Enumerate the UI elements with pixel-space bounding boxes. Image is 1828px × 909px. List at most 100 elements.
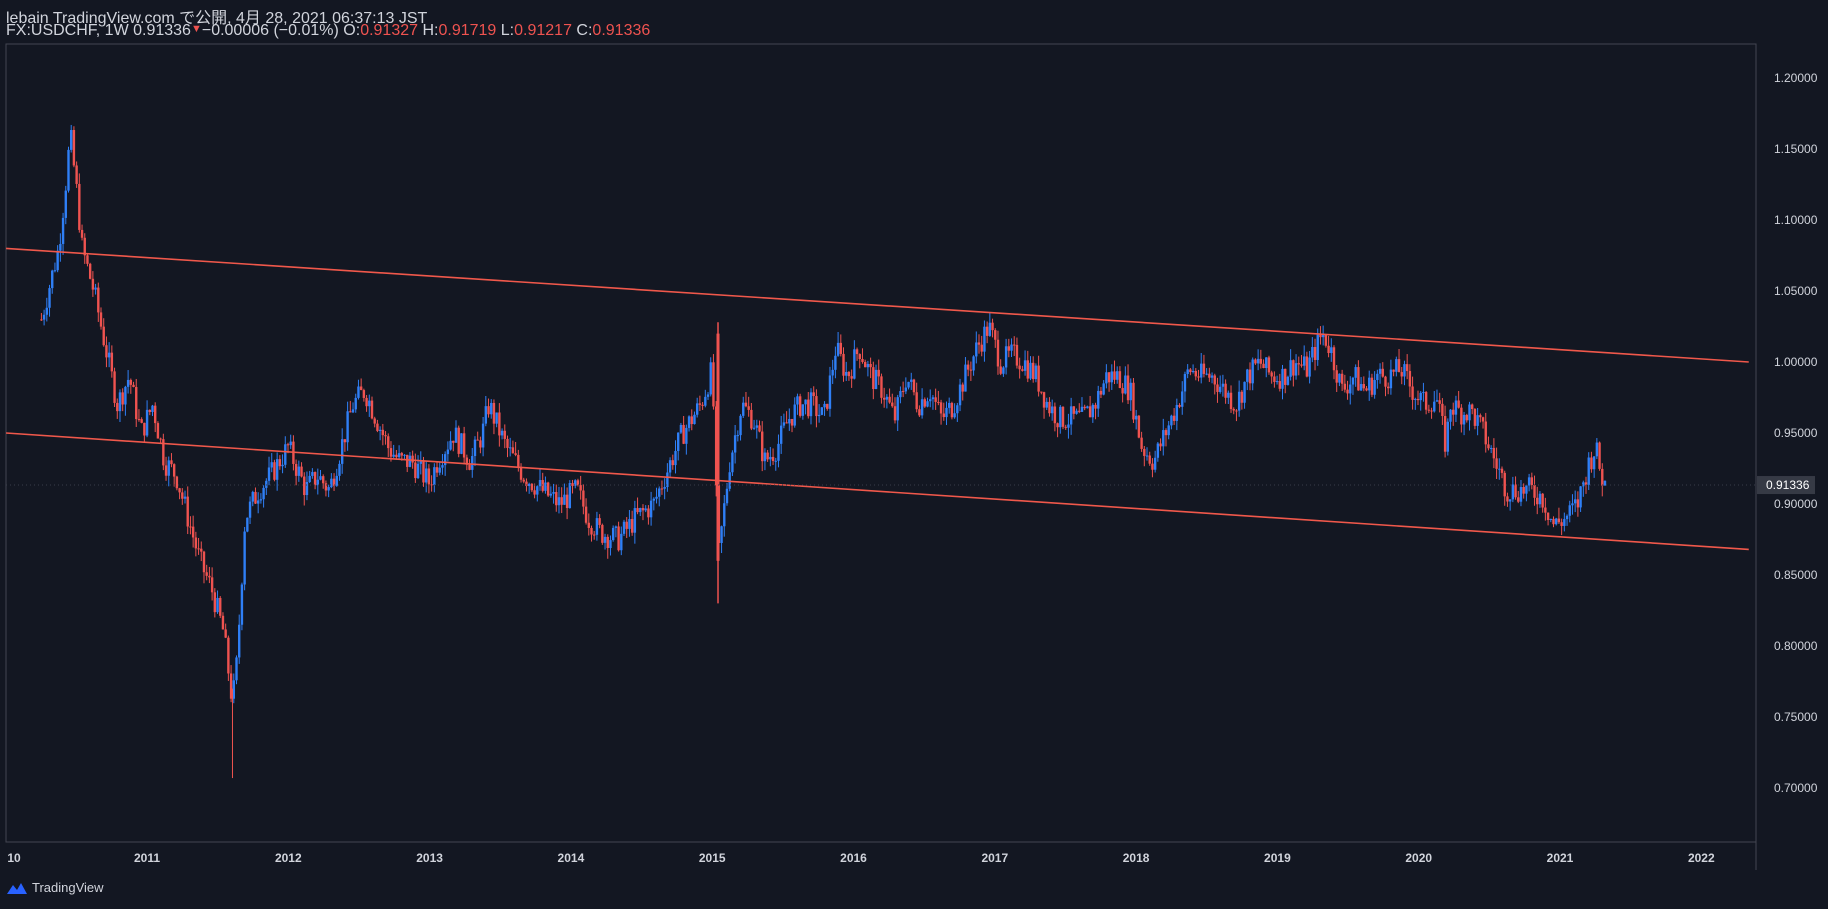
candle-body (966, 364, 970, 370)
candle-body (1289, 360, 1292, 377)
candle-body (853, 349, 856, 379)
candle-body (1300, 364, 1303, 366)
candle-body (950, 402, 954, 418)
candle-body (701, 404, 704, 406)
candle-body (208, 575, 211, 578)
time-tick-label: 2020 (1405, 851, 1432, 865)
candle-body (75, 165, 78, 184)
candle-body (1595, 442, 1599, 457)
candle-body (1438, 400, 1441, 404)
candle-body (1134, 415, 1138, 420)
candle-body (828, 375, 832, 409)
candle-body (275, 459, 279, 480)
candle-body (999, 366, 1002, 374)
candle-body (1116, 371, 1119, 380)
candle-body (912, 379, 916, 393)
candle-body (926, 401, 929, 407)
candle-body (1449, 409, 1452, 422)
candle-body (571, 483, 574, 486)
candle-body (1460, 407, 1463, 425)
candle-body (1308, 357, 1311, 377)
candle-body (744, 402, 748, 407)
candle-body (1126, 375, 1130, 401)
candle-body (53, 270, 57, 272)
candle-body (1186, 369, 1189, 375)
candle-body (530, 483, 534, 491)
trendline-lower[interactable] (6, 432, 1749, 551)
candle-body (779, 425, 783, 444)
candle-body (1514, 484, 1517, 498)
candle-body (972, 356, 975, 371)
candle-body (874, 369, 878, 390)
candle-body (1189, 369, 1192, 373)
candle-body (1601, 468, 1604, 486)
candle-body (406, 454, 409, 467)
candle-body (1270, 372, 1273, 377)
candle-body (1023, 360, 1027, 371)
candle-body (736, 435, 740, 437)
last-price-marker: 0.91336 (6, 476, 1815, 495)
candle-body (1549, 518, 1552, 521)
candle-body (1037, 365, 1040, 392)
candle-body (446, 449, 450, 455)
candle-body (262, 487, 265, 500)
candle-body (172, 464, 176, 477)
candle-body (443, 454, 447, 466)
candle-body (1002, 367, 1005, 374)
candle-body (324, 483, 328, 491)
candle-body (78, 183, 81, 230)
candle-body (1495, 458, 1498, 469)
candle-body (1330, 347, 1333, 354)
candle-body (156, 423, 160, 439)
candle-body (842, 353, 845, 376)
candle-body (910, 379, 913, 382)
candle-body (996, 339, 1000, 367)
candle-body (1251, 359, 1254, 384)
candle-body (362, 390, 366, 398)
candle-body (747, 406, 750, 410)
candle-body (45, 307, 49, 315)
candle-body (88, 263, 92, 279)
candle-body (430, 484, 433, 486)
candle-body (40, 319, 43, 321)
candle-body (644, 508, 647, 511)
candle-body (137, 419, 141, 421)
candle-body (1281, 368, 1284, 389)
candle-body (549, 493, 553, 496)
candle-body (809, 392, 813, 417)
candle-body (712, 362, 715, 407)
candle-body (183, 496, 187, 499)
candle-body (246, 517, 249, 532)
candle-body (1181, 391, 1184, 407)
candle-body (1576, 499, 1580, 508)
candle-body (1584, 482, 1588, 485)
candle-body (1048, 401, 1051, 414)
candle-body (424, 468, 428, 483)
candle-body (1405, 364, 1409, 372)
candle-body (97, 287, 100, 313)
candle-body (259, 499, 263, 501)
candle-body (801, 404, 805, 416)
candle-body (1498, 468, 1501, 470)
candle-body (67, 149, 70, 191)
publish-info: lebain TradingView.com で公開, 4月 28, 2021 … (6, 10, 428, 27)
candle-body (953, 413, 956, 418)
candle-body (942, 413, 945, 418)
candle-body (473, 439, 477, 457)
candle-body (1302, 356, 1306, 366)
candle-body (1080, 406, 1084, 412)
candle-body (1408, 371, 1412, 387)
candle-body (1113, 371, 1116, 380)
candle-body (994, 330, 997, 340)
candle-body (1370, 377, 1374, 395)
trendline-upper[interactable] (6, 247, 1749, 363)
candle-body (227, 637, 230, 674)
candle-body (86, 255, 89, 264)
candle-body (739, 415, 742, 436)
candle-body (985, 326, 989, 336)
candle-body (1546, 512, 1550, 521)
candle-body (579, 485, 582, 491)
candle-body (820, 407, 824, 415)
candle-body (1069, 406, 1073, 425)
